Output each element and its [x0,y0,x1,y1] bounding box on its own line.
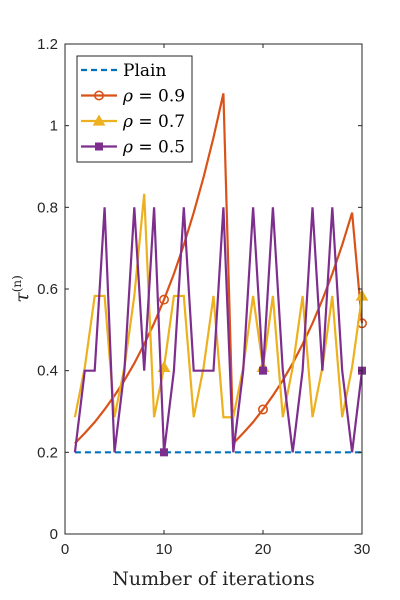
y-tick-label: 0.4 [37,363,58,380]
legend-label-3: ρ = 0.5 [122,138,185,158]
series-1-marker-0 [159,294,170,305]
legend-label-symbol: ρ [122,87,133,107]
legend-marker-3 [95,142,103,151]
x-tick-label: 0 [61,541,69,558]
series-line-3 [73,207,364,453]
series-3-marker-0 [160,448,168,457]
y-axis-label: τ(n) [10,275,33,303]
legend-label-value: = 0.7 [133,112,185,132]
y-tick-label: 0.2 [37,444,58,461]
x-tick-label: 30 [354,541,371,558]
series-layer [73,93,369,457]
ticks-layer: 0 10 20 30 0 0.2 0.4 0.6 0.8 1 1.2 [37,36,370,558]
y-axis-label-symbol: τ [11,292,33,303]
x-tick-label: 20 [255,541,272,558]
y-tick-label: 1 [50,118,58,135]
y-tick-label: 1.2 [37,36,58,53]
legend-label-2: ρ = 0.7 [122,112,185,132]
x-axis-label: Number of iterations [112,568,314,590]
y-tick-label: 0.8 [37,199,58,216]
legend-label-symbol: ρ [122,112,133,132]
legend-label-value: = 0.9 [133,87,185,107]
legend-label-0: Plain [123,61,166,81]
y-tick-label: 0 [50,526,58,543]
legend-marker-2 [92,114,106,126]
series-1-marker-1 [257,404,268,415]
y-axis-label-superscript: (n) [10,275,24,292]
legend-marker-1 [94,90,105,101]
x-tick-label: 10 [156,541,173,558]
svg-text:τ(n): τ(n) [10,275,33,303]
series-3-marker-1 [259,366,267,375]
legend-label-value: = 0.5 [133,138,185,158]
legend-label-1: ρ = 0.9 [122,87,185,107]
legend-label-symbol: ρ [122,138,133,158]
y-tick-label: 0.6 [37,281,58,298]
